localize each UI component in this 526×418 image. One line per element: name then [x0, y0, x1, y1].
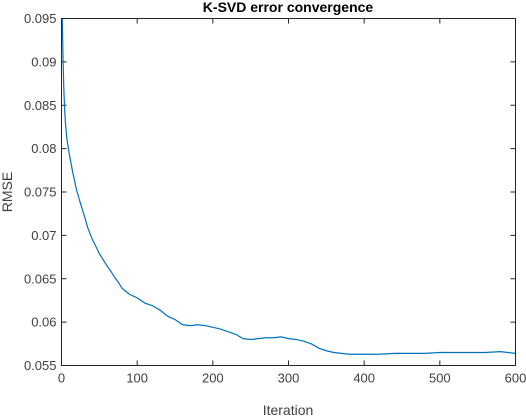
x-axis: 0 100 200 300 400 500 600 [58, 18, 526, 386]
axes-frame [61, 18, 516, 366]
y-tick-label: 0.075 [24, 185, 57, 200]
x-tick-label: 400 [353, 371, 375, 386]
y-tick-label: 0.08 [31, 141, 56, 156]
y-tick-label: 0.07 [31, 228, 56, 243]
y-tick-label: 0.06 [31, 315, 56, 330]
y-tick-label: 0.065 [24, 271, 57, 286]
x-tick-label: 600 [505, 371, 526, 386]
x-tick-label: 500 [429, 371, 451, 386]
x-tick-label: 200 [202, 371, 224, 386]
y-axis: 0.055 0.06 0.065 0.07 0.075 0.08 0.085 0.09 0.09… [24, 11, 516, 373]
y-tick-label: 0.085 [24, 98, 57, 113]
plot-area [61, 18, 516, 355]
y-tick-label: 0.055 [24, 358, 57, 373]
y-tick-label: 0.095 [24, 11, 57, 26]
chart-title: K-SVD error convergence [203, 0, 374, 15]
y-axis-label: RMSE [0, 172, 15, 212]
series-line [61, 18, 516, 355]
x-tick-label: 0 [58, 371, 65, 386]
x-axis-label: Iteration [263, 402, 314, 418]
x-tick-label: 100 [126, 371, 148, 386]
y-tick-label: 0.09 [31, 54, 56, 69]
x-tick-label: 300 [278, 371, 300, 386]
